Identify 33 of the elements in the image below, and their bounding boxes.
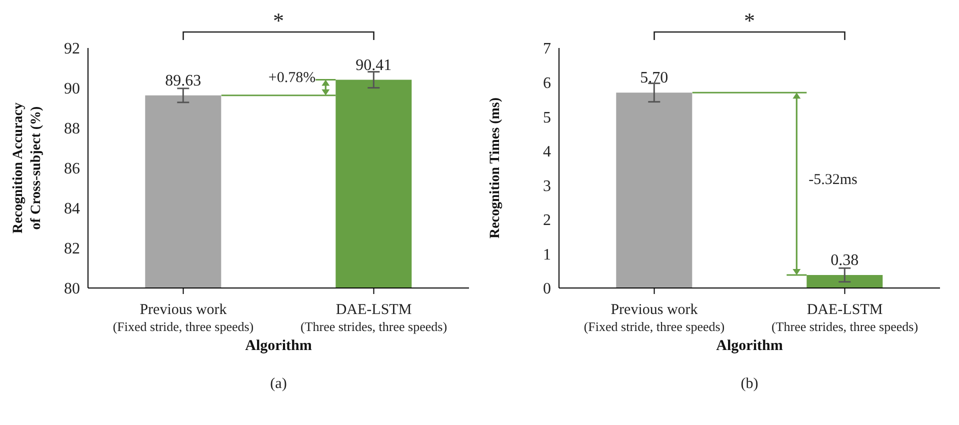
y-tick-label: 88 [64,120,80,138]
y-tick-label: 86 [64,160,80,178]
y-tick-label: 80 [64,280,80,298]
y-tick-label: 7 [543,40,551,58]
x-tick-label: DAE-LSTM (Three strides, three speeds) [300,302,448,334]
data-label: 90.41 [356,56,392,74]
annotation: +0.78% [268,70,316,86]
y-tick-label: 84 [64,200,80,218]
data-label: 5.70 [640,70,668,87]
text: * [744,8,755,33]
data-label: 89.63 [165,72,202,90]
x-tick-label: DAE-LSTM (Three strides, three speeds) [771,302,918,334]
y-tick-label: 4 [543,144,551,161]
y-tick-label: 90 [64,80,80,98]
y-tick-label: 1 [543,246,551,264]
data-label: 0.38 [830,252,859,269]
x-tick-label: Previous work (Fixed stride, three speeds) [584,302,725,334]
text: * [273,8,284,33]
y-tick-label: 5 [543,109,551,126]
y-tick-label: 82 [64,240,80,258]
y-axis-title: Recognition Accuracy of Cross-subject (%) [11,102,44,234]
y-tick-label: 0 [543,280,551,298]
x-tick-label: Previous work (Fixed stride, three speeds) [112,302,254,334]
x-axis-title: Algorithm [245,338,312,354]
y-tick-label: 2 [543,212,551,230]
text: (b) [740,376,758,392]
y-tick-label: 92 [64,40,80,58]
y-tick-label: 6 [543,74,551,92]
text: (a) [270,376,287,392]
x-axis-title: Algorithm [716,338,784,354]
y-tick-label: 3 [543,178,551,195]
annotation: -5.32ms [808,172,858,188]
y-axis-title: Recognition Times (ms) [488,97,503,239]
